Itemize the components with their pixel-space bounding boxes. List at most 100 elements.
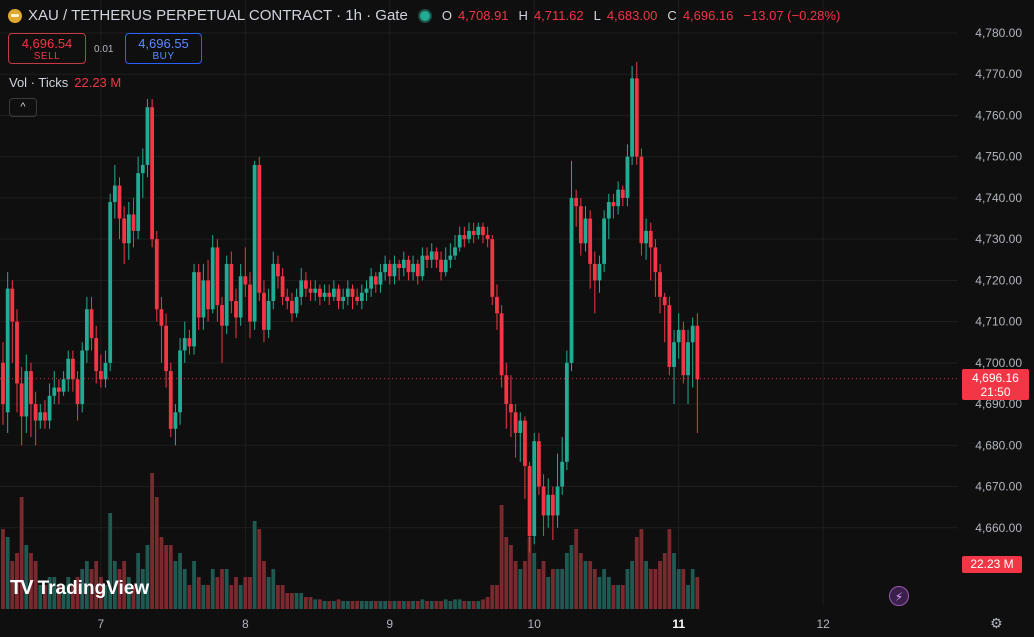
volume-bar xyxy=(513,561,518,609)
volume-bar xyxy=(164,545,168,609)
candle-body xyxy=(448,255,453,260)
candle-body xyxy=(420,255,425,277)
candle-body xyxy=(196,272,201,318)
candle-body xyxy=(24,371,29,417)
volume-bar xyxy=(355,601,360,609)
volume-bar xyxy=(10,561,15,609)
sell-button[interactable]: 4,696.54 SELL xyxy=(8,33,86,64)
candle-body xyxy=(662,296,667,306)
candle-body xyxy=(695,325,700,380)
volume-bar xyxy=(686,585,690,609)
volume-bar xyxy=(187,585,192,609)
volume-bar xyxy=(1,529,5,609)
candle-body xyxy=(499,313,504,376)
settings-gear-icon[interactable]: ⚙ xyxy=(990,615,1003,631)
candle-body xyxy=(518,420,523,433)
volume-bar xyxy=(168,545,173,609)
volume-bar xyxy=(630,561,634,609)
candle-body xyxy=(257,164,262,293)
candle-body xyxy=(168,371,173,429)
candle-body xyxy=(19,383,24,417)
candle-body xyxy=(33,404,38,421)
time-tick-label: 10 xyxy=(528,617,542,631)
volume-bar xyxy=(103,585,108,609)
volume-bar xyxy=(19,497,24,609)
price-tick-label: 4,700.00 xyxy=(975,356,1022,370)
volume-bar xyxy=(453,599,457,609)
volume-bar xyxy=(518,569,523,609)
candle-body xyxy=(220,305,224,326)
candle-body xyxy=(523,420,527,466)
candle-body xyxy=(541,486,546,516)
candle-body xyxy=(639,156,644,244)
volume-bar xyxy=(29,553,33,609)
candle-body xyxy=(43,412,47,421)
symbol-title[interactable]: XAU / TETHERUS PERPETUAL CONTRACT · 1h ·… xyxy=(28,7,408,24)
volume-bar xyxy=(397,601,401,609)
buy-button[interactable]: 4,696.55 BUY xyxy=(125,33,202,64)
market-status-icon[interactable] xyxy=(417,8,432,23)
volume-bar xyxy=(495,585,499,609)
candle-body xyxy=(38,412,43,421)
volume-bar xyxy=(634,537,639,609)
candle-body xyxy=(313,288,318,293)
volume-bar xyxy=(266,577,271,609)
candle-body xyxy=(154,239,159,310)
candle-body xyxy=(658,272,662,297)
price-tick-label: 4,780.00 xyxy=(975,26,1022,40)
time-tick-label: 12 xyxy=(816,617,830,631)
tradingview-logo[interactable]: TV TradingView xyxy=(10,577,149,600)
volume-bar xyxy=(415,601,420,609)
candle-body xyxy=(667,305,672,367)
time-axis[interactable]: 7 8 9 10 11 12 xyxy=(98,617,831,631)
volume-bar xyxy=(574,529,579,609)
collapse-chevron-up-icon[interactable]: ^ xyxy=(9,98,37,117)
volume-bar xyxy=(252,521,257,609)
volume-bar xyxy=(578,553,583,609)
close-value: 4,696.16 xyxy=(682,8,734,23)
lightning-icon[interactable]: ⚡ xyxy=(889,586,909,606)
candle-body xyxy=(271,263,276,301)
high-value: 4,711.62 xyxy=(533,8,584,23)
candle-body xyxy=(369,276,374,289)
volume-bar xyxy=(317,599,322,609)
candle-body xyxy=(471,230,476,236)
volume-bar xyxy=(308,597,313,609)
candle-body xyxy=(532,441,537,537)
volume-bar xyxy=(150,473,155,609)
candle-body xyxy=(634,78,639,157)
candle-body xyxy=(606,202,611,219)
volume-bar xyxy=(434,601,439,609)
candle-body xyxy=(350,288,355,297)
price-axis[interactable]: 4,660.00 4,670.00 4,680.00 4,690.00 4,700.00… xyxy=(975,26,1022,535)
candle-body xyxy=(504,375,509,405)
volume-bar xyxy=(369,601,374,609)
candle-body xyxy=(443,259,448,273)
candle-body xyxy=(686,342,690,376)
volume-bar xyxy=(555,569,560,609)
candle-body xyxy=(574,197,579,207)
candle-body xyxy=(122,218,127,244)
volume-bar xyxy=(620,585,625,609)
volume-bar xyxy=(602,569,607,609)
candle-body xyxy=(66,358,71,380)
volume-bar xyxy=(429,601,434,609)
candle-body xyxy=(304,280,308,289)
volume-legend[interactable]: Vol · Ticks 22.23 M xyxy=(9,75,121,90)
volume-bar xyxy=(126,577,131,609)
candle-body xyxy=(439,259,443,273)
volume-bar xyxy=(597,577,602,609)
volume-bar xyxy=(471,601,476,609)
candle-body xyxy=(355,296,360,301)
candle-body xyxy=(611,202,616,207)
candle-body xyxy=(145,107,150,165)
buy-label: BUY xyxy=(152,51,175,62)
candle-body xyxy=(653,247,658,273)
volume-bar xyxy=(94,561,99,609)
volume-bar xyxy=(406,601,411,609)
open-value: 4,708.91 xyxy=(457,8,509,23)
volume-bar xyxy=(5,537,10,609)
volume-bar xyxy=(672,553,676,609)
volume-bar xyxy=(345,601,350,609)
